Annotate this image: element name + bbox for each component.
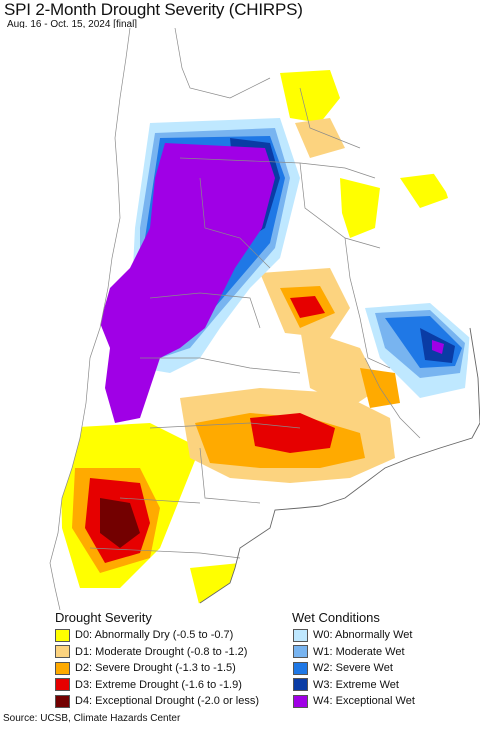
legend-swatch	[293, 694, 308, 708]
legend-swatch	[293, 661, 308, 675]
legend-swatch	[55, 678, 70, 692]
legend-item-d0: D0: Abnormally Dry (-0.5 to -0.7)	[55, 627, 259, 644]
legend-item-w4: W4: Exceptional Wet	[293, 693, 415, 710]
legend-swatch	[55, 694, 70, 708]
legend-label: D0: Abnormally Dry (-0.5 to -0.7)	[75, 629, 234, 642]
legend-swatch	[55, 645, 70, 659]
legend-swatch	[293, 628, 308, 642]
legend-label: D1: Moderate Drought (-0.8 to -1.2)	[75, 645, 248, 658]
legend-item-w3: W3: Extreme Wet	[293, 677, 415, 694]
legend-label: W1: Moderate Wet	[313, 645, 405, 658]
land-area	[50, 28, 480, 610]
legend-label: D3: Extreme Drought (-1.6 to -1.9)	[75, 678, 242, 691]
drought-legend-list: D0: Abnormally Dry (-0.5 to -0.7) D1: Mo…	[55, 627, 259, 710]
legend-label: W3: Extreme Wet	[313, 678, 399, 691]
legend-item-d1: D1: Moderate Drought (-0.8 to -1.2)	[55, 644, 259, 661]
legend-swatch	[293, 678, 308, 692]
legend-item-d4: D4: Exceptional Drought (-2.0 or less)	[55, 693, 259, 710]
legend-item-d2: D2: Severe Drought (-1.3 to -1.5)	[55, 660, 259, 677]
legend-label: D4: Exceptional Drought (-2.0 or less)	[75, 695, 260, 708]
wet-legend-heading: Wet Conditions	[292, 610, 380, 625]
drought-legend-heading: Drought Severity	[55, 610, 152, 625]
legend-item-w0: W0: Abnormally Wet	[293, 627, 415, 644]
legend: Drought Severity Wet Conditions D0: Abno…	[0, 610, 480, 710]
legend-label: W4: Exceptional Wet	[313, 695, 415, 708]
legend-item-d3: D3: Extreme Drought (-1.6 to -1.9)	[55, 677, 259, 694]
legend-swatch	[55, 661, 70, 675]
drought-map	[0, 28, 480, 610]
legend-label: W0: Abnormally Wet	[313, 629, 413, 642]
map-subtitle: Aug. 16 - Oct. 15, 2024 [final]	[5, 19, 140, 30]
legend-item-w2: W2: Severe Wet	[293, 660, 415, 677]
source-credit: Source: UCSB, Climate Hazards Center	[3, 713, 181, 724]
legend-swatch	[293, 645, 308, 659]
legend-item-w1: W1: Moderate Wet	[293, 644, 415, 661]
legend-label: D2: Severe Drought (-1.3 to -1.5)	[75, 662, 236, 675]
legend-label: W2: Severe Wet	[313, 662, 393, 675]
map-title: SPI 2-Month Drought Severity (CHIRPS)	[4, 0, 303, 19]
legend-swatch	[55, 628, 70, 642]
coastline	[199, 327, 480, 604]
wet-legend-list: W0: Abnormally Wet W1: Moderate Wet W2: …	[293, 627, 415, 710]
boundary-lines	[49, 28, 421, 610]
